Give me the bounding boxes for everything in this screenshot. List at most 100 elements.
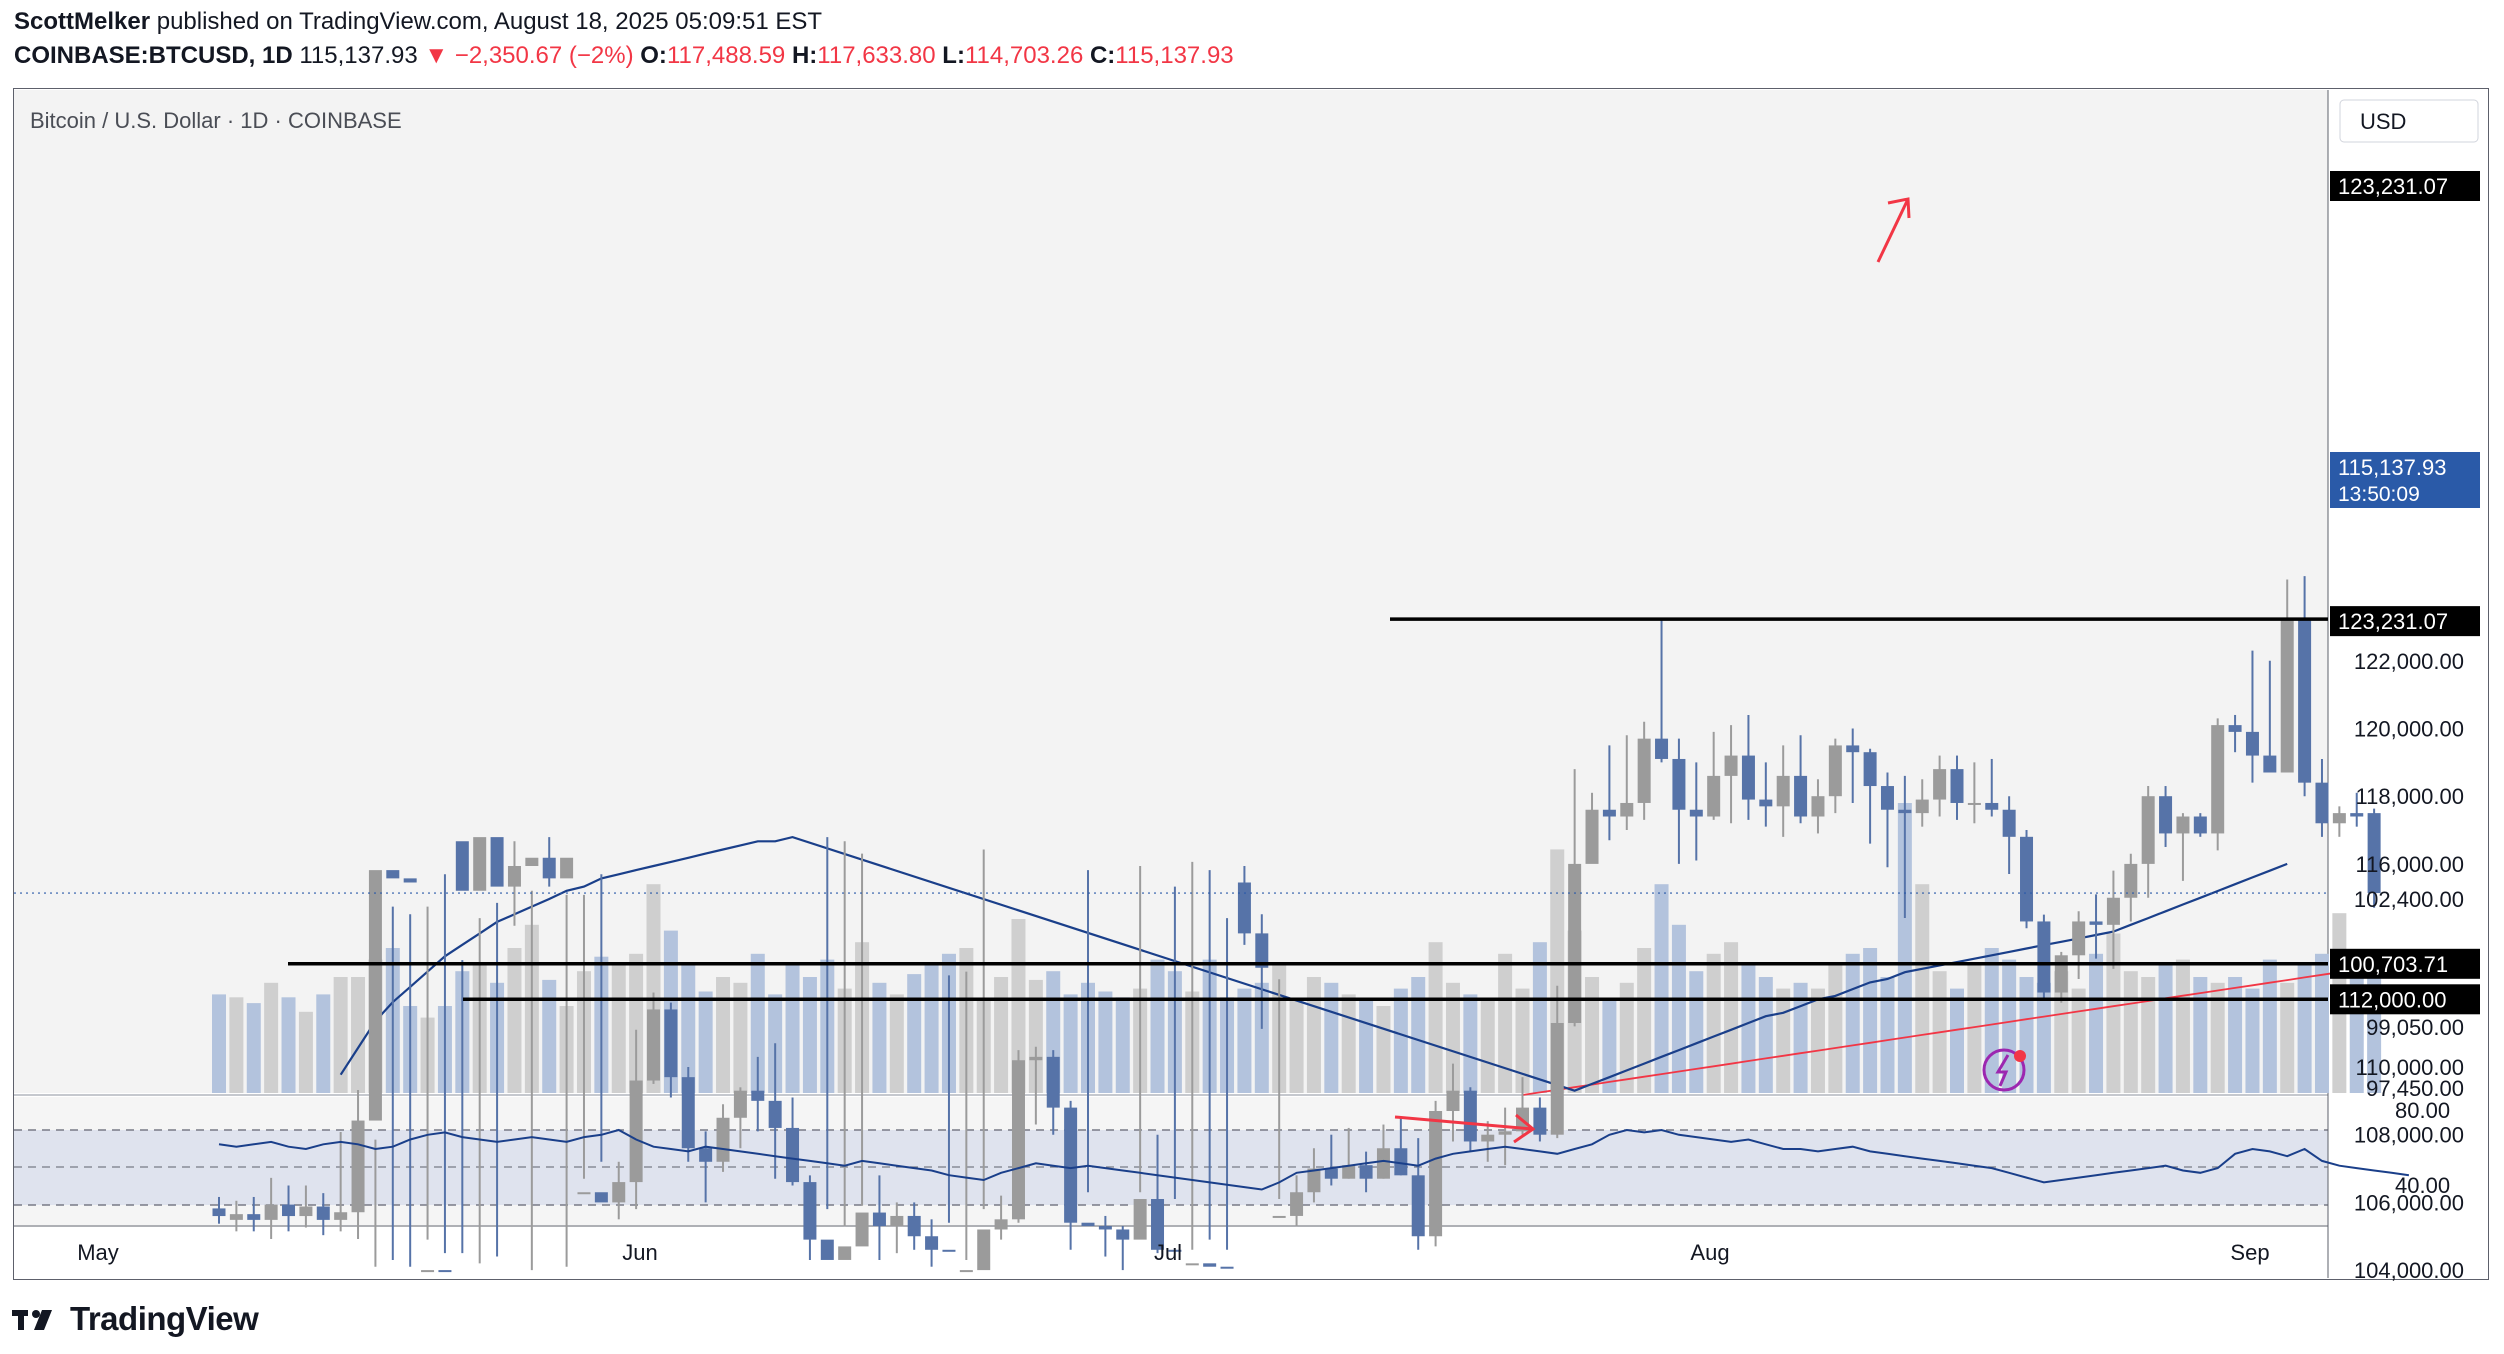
- candle-body[interactable]: [647, 1009, 660, 1081]
- candle-body[interactable]: [994, 1219, 1008, 1230]
- candle-body[interactable]: [282, 1204, 296, 1217]
- candle-body[interactable]: [786, 1127, 800, 1183]
- candle-body[interactable]: [1220, 1266, 1234, 1269]
- price-chart[interactable]: Bitcoin / U.S. Dollar · 1D · COINBASE USD…: [0, 0, 2504, 1290]
- divergence-arrow[interactable]: [1394, 1113, 1536, 1144]
- candle-body[interactable]: [1498, 1131, 1512, 1135]
- candle-body[interactable]: [1116, 1229, 1130, 1240]
- candle-body[interactable]: [1915, 799, 1929, 814]
- candle-body[interactable]: [490, 837, 504, 887]
- candle-body[interactable]: [1411, 1175, 1425, 1237]
- candle-body[interactable]: [1985, 802, 1999, 810]
- candle-body[interactable]: [247, 1214, 261, 1220]
- candle-body[interactable]: [1133, 1199, 1147, 1240]
- candle-body[interactable]: [1811, 796, 1825, 817]
- candle-body[interactable]: [1585, 809, 1599, 864]
- candle-body[interactable]: [1185, 1263, 1199, 1266]
- candle-body[interactable]: [1324, 1168, 1338, 1179]
- candle-body[interactable]: [699, 1148, 713, 1162]
- candle-body[interactable]: [1655, 738, 1669, 759]
- candle-body[interactable]: [594, 1192, 608, 1203]
- candle-body[interactable]: [386, 870, 400, 879]
- candle-body[interactable]: [2263, 755, 2277, 773]
- indicator-alert-icon[interactable]: [1982, 1048, 2026, 1092]
- author-name[interactable]: ScottMelker: [14, 8, 151, 35]
- candle-body[interactable]: [438, 1270, 452, 1273]
- candle-body[interactable]: [1950, 769, 1964, 803]
- candle-body[interactable]: [525, 857, 539, 866]
- candle-body[interactable]: [890, 1215, 904, 1227]
- candle-body[interactable]: [2350, 813, 2364, 817]
- candle-body[interactable]: [1846, 745, 1860, 753]
- candle-body[interactable]: [942, 1249, 956, 1252]
- candle-body[interactable]: [1394, 1148, 1408, 1176]
- candle-body[interactable]: [1255, 933, 1269, 968]
- candle-body[interactable]: [1863, 752, 1877, 787]
- candle-body[interactable]: [1168, 1249, 1182, 1252]
- candle-body[interactable]: [925, 1236, 939, 1250]
- candle-body[interactable]: [2228, 725, 2242, 732]
- candle-body[interactable]: [334, 1212, 348, 1220]
- candle-body[interactable]: [212, 1208, 226, 1217]
- candle-body[interactable]: [403, 878, 417, 883]
- candle-body[interactable]: [907, 1215, 921, 1237]
- candle-body[interactable]: [542, 857, 556, 879]
- candle-body[interactable]: [2280, 619, 2294, 773]
- candle-body[interactable]: [1707, 775, 1721, 817]
- candle-body[interactable]: [1237, 882, 1251, 934]
- candle-body[interactable]: [2332, 813, 2346, 824]
- candle-body[interactable]: [2367, 813, 2381, 894]
- candle-body[interactable]: [1098, 1226, 1112, 1230]
- candle-body[interactable]: [2141, 796, 2155, 864]
- candle-body[interactable]: [455, 841, 469, 891]
- candle-body[interactable]: [1672, 758, 1686, 810]
- candle-body[interactable]: [803, 1182, 817, 1240]
- candle-body[interactable]: [2176, 816, 2190, 834]
- candle-body[interactable]: [1342, 1165, 1356, 1179]
- candle-body[interactable]: [2072, 921, 2086, 956]
- candle-body[interactable]: [1828, 745, 1842, 797]
- candle-body[interactable]: [1741, 755, 1755, 800]
- candle-body[interactable]: [2037, 921, 2051, 993]
- candle-body[interactable]: [1724, 755, 1738, 776]
- candle-body[interactable]: [1307, 1168, 1321, 1193]
- candle-body[interactable]: [1029, 1056, 1043, 1061]
- candle-body[interactable]: [1967, 802, 1981, 805]
- candle-body[interactable]: [872, 1212, 886, 1227]
- candle-body[interactable]: [2245, 731, 2259, 756]
- candle-body[interactable]: [2211, 725, 2225, 834]
- candle-body[interactable]: [1933, 769, 1947, 800]
- candle-body[interactable]: [1568, 863, 1582, 1023]
- candle-body[interactable]: [1011, 1060, 1025, 1220]
- candle-body[interactable]: [316, 1206, 330, 1220]
- candle-body[interactable]: [2193, 816, 2207, 834]
- candle-body[interactable]: [1759, 799, 1773, 807]
- candle-body[interactable]: [1446, 1090, 1460, 1112]
- candle-body[interactable]: [421, 1270, 435, 1273]
- candle-body[interactable]: [351, 1120, 365, 1213]
- candle-body[interactable]: [2089, 921, 2103, 925]
- candle-body[interactable]: [716, 1117, 730, 1162]
- candle-body[interactable]: [1151, 1199, 1165, 1250]
- candle-body[interactable]: [1203, 1263, 1217, 1267]
- candle-body[interactable]: [2159, 796, 2173, 834]
- candle-body[interactable]: [2124, 863, 2138, 898]
- candle-body[interactable]: [1620, 802, 1634, 817]
- candle-body[interactable]: [1794, 775, 1808, 817]
- candle-body[interactable]: [1290, 1192, 1304, 1216]
- candle-body[interactable]: [733, 1090, 747, 1118]
- candle-body[interactable]: [299, 1206, 313, 1217]
- candle-body[interactable]: [1081, 1222, 1095, 1227]
- candle-body[interactable]: [820, 1239, 834, 1260]
- candle-body[interactable]: [2002, 809, 2016, 837]
- candle-body[interactable]: [264, 1204, 278, 1220]
- candle-body[interactable]: [612, 1182, 626, 1203]
- candle-body[interactable]: [1064, 1107, 1078, 1223]
- candle-body[interactable]: [664, 1009, 678, 1078]
- candle-body[interactable]: [1880, 786, 1894, 810]
- candle-body[interactable]: [2106, 897, 2120, 925]
- candle-body[interactable]: [1272, 1215, 1286, 1218]
- candle-body[interactable]: [629, 1080, 643, 1183]
- candle-body[interactable]: [1046, 1056, 1060, 1108]
- candle-body[interactable]: [229, 1214, 243, 1220]
